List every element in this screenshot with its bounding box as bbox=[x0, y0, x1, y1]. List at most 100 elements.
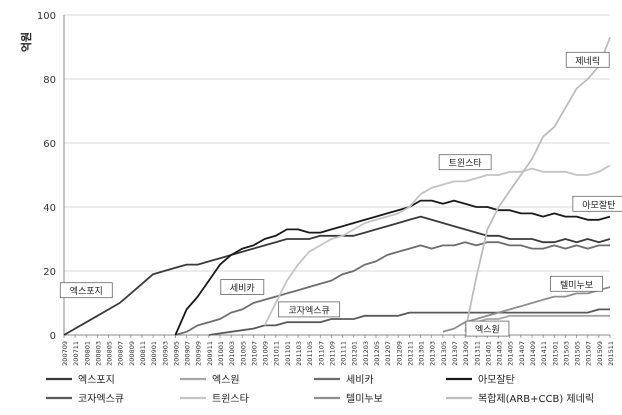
x-tick-label: 201411 bbox=[540, 341, 548, 366]
annotation-box bbox=[465, 320, 510, 337]
series-line bbox=[63, 215, 611, 336]
annotation-label: 텔미누보 bbox=[560, 279, 593, 291]
legend-item: 복합제(ARB+CCB) 제네릭 bbox=[446, 393, 594, 405]
annotation-box bbox=[438, 154, 492, 171]
legend-label: 엑스포지 bbox=[78, 374, 115, 386]
annotation-label: 코자엑스큐 bbox=[288, 304, 329, 316]
x-tick-label: 201505 bbox=[574, 341, 582, 366]
x-tick-label: 201301 bbox=[418, 341, 426, 366]
annotation-box bbox=[59, 282, 113, 299]
x-tick-label: 200907 bbox=[184, 341, 192, 366]
x-tick-label: 201007 bbox=[250, 341, 258, 366]
x-tick-label: 201001 bbox=[217, 341, 225, 366]
annotation-label: 아모잘탄 bbox=[582, 199, 615, 211]
x-tick-label: 200809 bbox=[128, 341, 136, 366]
annotation: 트윈스타 bbox=[438, 154, 492, 171]
legend-item: 코자엑스큐 bbox=[46, 393, 124, 405]
x-tick-label: 201011 bbox=[273, 341, 281, 366]
x-tick-label: 201203 bbox=[362, 341, 370, 366]
annotation: 텔미누보 bbox=[550, 275, 603, 292]
x-tick-label: 201503 bbox=[562, 341, 570, 366]
x-tick-label: 200801 bbox=[83, 341, 91, 366]
annotation: 세비카 bbox=[220, 279, 265, 295]
series-line bbox=[464, 37, 611, 332]
legend-item: 세비카 bbox=[314, 374, 374, 386]
y-gridlines bbox=[64, 14, 610, 272]
x-tick-label: 201209 bbox=[395, 341, 403, 366]
x-tick-labels: 200709 200711 200801 200803 200805 200807 2008… bbox=[61, 341, 615, 366]
annotation-label: 엑스포지 bbox=[70, 285, 103, 297]
legend-item: 아모잘탄 bbox=[446, 374, 515, 386]
x-tick-label: 200901 bbox=[150, 341, 158, 366]
x-tick-label: 200807 bbox=[117, 341, 125, 366]
x-tick-label: 201211 bbox=[406, 341, 414, 366]
annotation-box bbox=[278, 301, 341, 318]
x-tick-label: 201507 bbox=[585, 341, 593, 366]
series-lines bbox=[63, 37, 611, 336]
x-tick-label: 201311 bbox=[473, 341, 481, 366]
x-tick-label: 201407 bbox=[518, 341, 526, 366]
x-tick-label: 201501 bbox=[551, 341, 559, 366]
annotation-label: 세비카 bbox=[230, 283, 255, 294]
series-line bbox=[175, 241, 610, 336]
legend-label: 코자엑스큐 bbox=[78, 393, 124, 405]
x-tick-label: 201201 bbox=[351, 341, 359, 366]
annotation-box bbox=[220, 279, 265, 295]
annotation: 제네릭 bbox=[565, 51, 610, 68]
x-tick-label: 201103 bbox=[295, 341, 303, 366]
y-axis-label: 억원 bbox=[19, 32, 33, 52]
series-line bbox=[174, 199, 611, 336]
x-tick-label: 201207 bbox=[384, 341, 392, 366]
axes bbox=[63, 15, 611, 338]
annotation-label: 제네릭 bbox=[575, 55, 600, 67]
x-tick-label: 201307 bbox=[451, 341, 459, 366]
legend-label: 아모잘탄 bbox=[478, 374, 515, 386]
x-tick-label: 200711 bbox=[72, 341, 80, 366]
x-tick-label: 200709 bbox=[61, 341, 69, 366]
x-tick-label: 200909 bbox=[195, 341, 203, 366]
annotation: 엑스포지 bbox=[59, 282, 113, 299]
series-line bbox=[464, 314, 610, 327]
y-tick-label: 100 bbox=[37, 11, 56, 22]
y-tick-label: 20 bbox=[43, 267, 56, 278]
x-tick-label: 201509 bbox=[596, 341, 604, 366]
legend-label: 엑스원 bbox=[212, 374, 240, 386]
x-tick-label: 201005 bbox=[239, 341, 247, 366]
x-tick-label: 201305 bbox=[440, 341, 448, 366]
x-tick-label: 201403 bbox=[496, 341, 504, 366]
annotation-box bbox=[565, 51, 610, 68]
annotation-box bbox=[572, 195, 622, 212]
annotation: 엑스원 bbox=[465, 320, 510, 337]
series-line bbox=[442, 286, 611, 333]
legend-item: 엑스포지 bbox=[46, 374, 115, 386]
y-tick-label: 0 bbox=[50, 331, 56, 342]
annotation-label: 엑스원 bbox=[475, 324, 500, 336]
x-tick-label: 200805 bbox=[106, 341, 114, 366]
x-tick-label: 201511 bbox=[607, 341, 615, 366]
x-tick-label: 200905 bbox=[172, 341, 180, 366]
legend-label: 복합제(ARB+CCB) 제네릭 bbox=[478, 393, 594, 405]
legend-label: 세비카 bbox=[346, 374, 374, 386]
x-tick-label: 201109 bbox=[328, 341, 336, 366]
x-tick-label: 201107 bbox=[317, 341, 325, 366]
x-tick-label: 201409 bbox=[529, 341, 537, 366]
x-tick-label: 201303 bbox=[429, 341, 437, 366]
x-tick-label: 201003 bbox=[228, 341, 236, 366]
legend-item: 트윈스타 bbox=[180, 393, 249, 405]
x-tick-label: 200811 bbox=[139, 341, 147, 366]
x-tick-label: 201405 bbox=[507, 341, 515, 366]
y-tick-label: 40 bbox=[43, 203, 56, 214]
x-tick-label: 201205 bbox=[373, 341, 381, 366]
x-tick-label: 201105 bbox=[306, 341, 314, 366]
x-tick-label: 201111 bbox=[340, 341, 348, 366]
series-line bbox=[263, 164, 611, 326]
x-tick-label: 200903 bbox=[161, 341, 169, 366]
annotation-box bbox=[550, 275, 603, 292]
x-tick-label: 201101 bbox=[284, 341, 292, 366]
legend-label: 트윈스타 bbox=[212, 393, 249, 405]
x-tick-label: 200803 bbox=[94, 341, 102, 366]
annotation: 코자엑스큐 bbox=[278, 301, 341, 318]
